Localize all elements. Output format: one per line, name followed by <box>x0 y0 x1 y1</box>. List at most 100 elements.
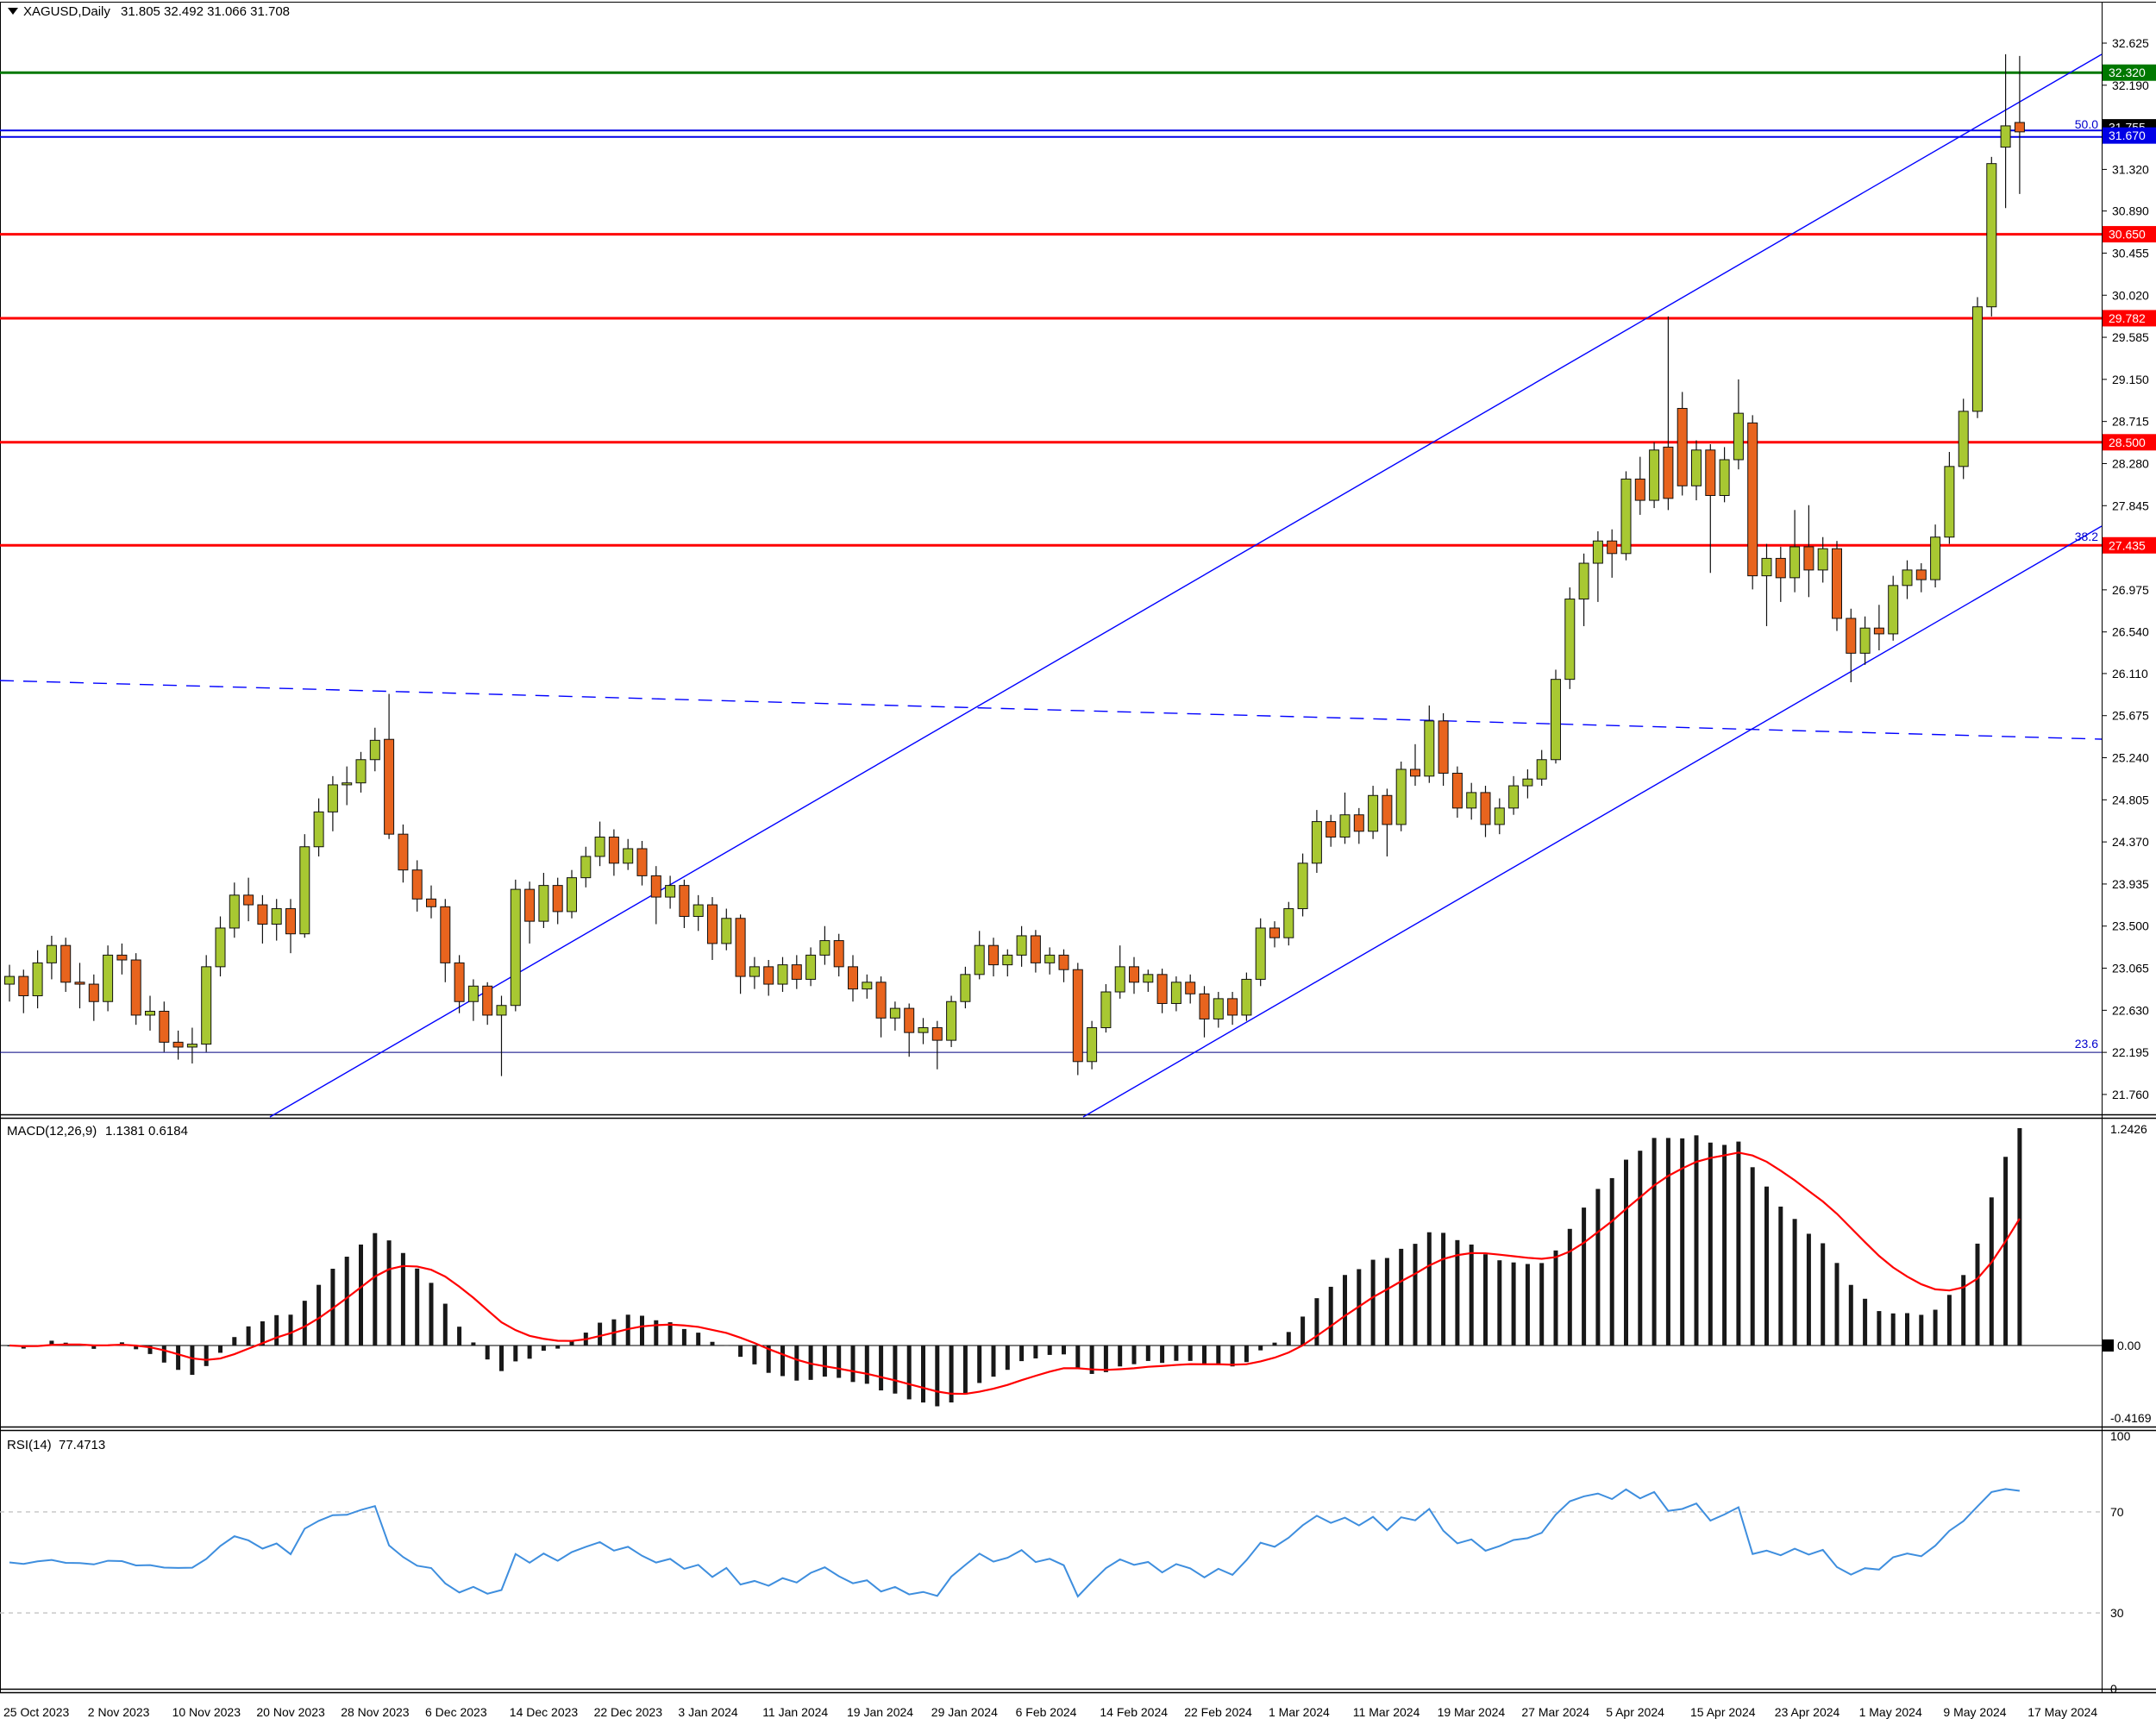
macd-histogram-bar <box>1202 1346 1206 1365</box>
candle-bull <box>299 846 310 935</box>
candle-bull <box>229 894 240 929</box>
channel-lower-line[interactable] <box>1082 525 2103 1118</box>
price-tick-label: 30.455 <box>2112 246 2149 260</box>
date-tick-label: 1 Mar 2024 <box>1269 1705 1330 1719</box>
candle-bull <box>1620 478 1632 555</box>
candle-bull <box>510 888 521 1007</box>
macd-histogram-bar <box>288 1314 293 1346</box>
macd-histogram-bar <box>893 1346 898 1394</box>
date-tick-label: 15 Apr 2024 <box>1690 1705 1756 1719</box>
macd-histogram-bar <box>176 1346 181 1371</box>
macd-histogram-bar <box>400 1252 405 1346</box>
macd-histogram-bar <box>864 1346 869 1384</box>
macd-histogram-bar <box>962 1346 968 1395</box>
candle-bear <box>1129 966 1139 983</box>
time-axis[interactable]: 25 Oct 2023 2 Nov 2023 10 Nov 2023 20 Nov 2… <box>3 1705 2097 1719</box>
price-level-badge[interactable] <box>2103 536 2156 554</box>
candle-bull <box>567 877 577 913</box>
price-level-badge[interactable] <box>2103 310 2156 327</box>
rsi-axis-label: 30 <box>2110 1606 2124 1620</box>
price-tick-label: 27.845 <box>2112 499 2149 512</box>
candle-bull <box>1761 557 1772 577</box>
price-level-badge[interactable] <box>2103 434 2156 451</box>
price-tick-label: 26.975 <box>2112 583 2149 597</box>
candle-bear <box>384 738 395 835</box>
candle-bull <box>538 885 549 922</box>
candle-bull <box>1395 768 1407 825</box>
macd-histogram-bar <box>1314 1298 1319 1346</box>
macd-histogram-bar <box>569 1341 574 1346</box>
macd-histogram-bar <box>696 1333 701 1346</box>
rsi-panel <box>0 1488 2102 1614</box>
candle-bear <box>411 869 423 900</box>
candle-bear <box>88 983 99 1002</box>
macd-histogram-bar <box>1665 1138 1670 1346</box>
macd-histogram-bar <box>738 1346 743 1358</box>
candle-bear <box>707 904 718 944</box>
price-level-badge[interactable] <box>2103 127 2156 144</box>
date-tick-label: 11 Jan 2024 <box>762 1705 828 1719</box>
macd-histogram-bar <box>218 1346 222 1353</box>
candle-bull <box>946 1000 957 1041</box>
price-tick-label: 32.625 <box>2112 36 2149 50</box>
candle-bear <box>904 1007 915 1033</box>
macd-histogram-bar <box>330 1269 335 1346</box>
macd-histogram-bar <box>1455 1239 1460 1346</box>
macd-histogram-bar <box>246 1326 251 1346</box>
price-tick-label: 30.020 <box>2112 288 2149 302</box>
candle-bear <box>1747 422 1758 577</box>
candle-bear <box>1915 569 1927 580</box>
macd-histogram-bar <box>724 1345 729 1346</box>
chart-title-symbol: XAGUSD,Daily <box>23 4 110 19</box>
candle-bull <box>4 975 15 985</box>
macd-histogram-bar <box>457 1327 462 1346</box>
macd-histogram-bar <box>442 1303 448 1346</box>
candle-bull <box>1817 548 1828 571</box>
macd-histogram-bar <box>1525 1264 1530 1346</box>
price-level-badge[interactable] <box>2103 226 2156 243</box>
macd-histogram-bar <box>1413 1244 1418 1346</box>
candle-bear <box>636 848 648 876</box>
macd-histogram-bar <box>977 1346 982 1383</box>
price-tick-label: 24.805 <box>2112 793 2149 806</box>
price-tick-label: 26.540 <box>2112 625 2149 639</box>
candle-bear <box>1185 982 1196 994</box>
candle-bull <box>1424 720 1435 777</box>
chart-drawn-objects[interactable] <box>0 53 2103 1118</box>
candle-bear <box>1663 446 1674 499</box>
macd-histogram-bar <box>274 1314 279 1346</box>
ascending-trendline[interactable] <box>269 53 2103 1118</box>
price-axis[interactable]: 32.625 32.190 31.320 30.890 30.455 30.020 29.5… <box>2102 36 2156 1696</box>
candle-bull <box>1578 562 1589 600</box>
date-tick-label: 6 Feb 2024 <box>1016 1705 1077 1719</box>
macd-histogram-bar <box>1384 1258 1389 1346</box>
macd-histogram-bar <box>1877 1311 1882 1346</box>
macd-histogram-bar <box>1089 1346 1094 1374</box>
candle-bear <box>257 904 268 925</box>
macd-histogram-bar <box>1426 1232 1432 1346</box>
candle-bear <box>1832 548 1842 619</box>
candle-bear <box>1353 814 1364 832</box>
macd-histogram-bar <box>1933 1309 1938 1346</box>
candle-bear <box>18 975 29 997</box>
candle-bull <box>342 782 353 786</box>
candle-bear <box>1634 478 1645 501</box>
candle-bull <box>974 944 985 975</box>
candle-bear <box>1803 546 1814 571</box>
macd-histogram-bar <box>1118 1346 1123 1367</box>
date-tick-label: 19 Jan 2024 <box>847 1705 913 1719</box>
macd-histogram-bar <box>1567 1228 1572 1346</box>
candle-bear <box>440 906 451 963</box>
candle-bull <box>1311 821 1322 864</box>
macd-histogram-bar <box>161 1346 166 1363</box>
macd-histogram-bar <box>1062 1346 1066 1355</box>
date-tick-label: 1 May 2024 <box>1859 1705 1922 1719</box>
chart-symbol-dropdown-icon[interactable] <box>8 8 18 15</box>
macd-zero-marker <box>2103 1339 2114 1352</box>
price-level-badge[interactable] <box>2103 64 2156 81</box>
macd-histogram-bar <box>344 1257 349 1346</box>
candle-bear <box>1227 998 1238 1016</box>
fib-level-label: 23.6 <box>2075 1037 2098 1051</box>
descending-dashed-line[interactable] <box>0 680 2103 740</box>
